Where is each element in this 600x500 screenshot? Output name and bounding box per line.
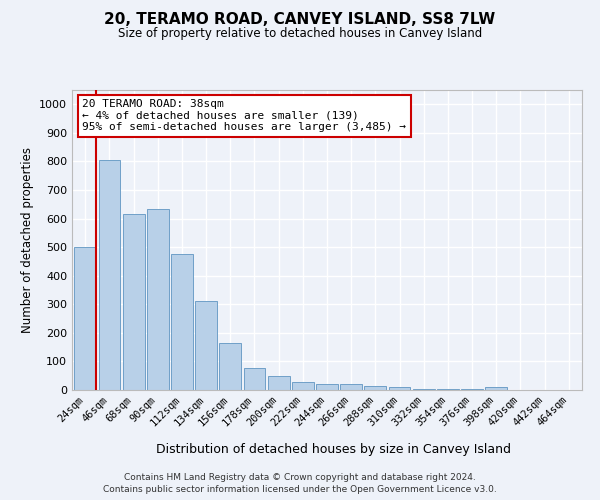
Bar [123, 214, 145, 390]
Bar [268, 376, 290, 390]
Bar [74, 247, 96, 390]
Bar [220, 344, 241, 390]
Text: 20, TERAMO ROAD, CANVEY ISLAND, SS8 7LW: 20, TERAMO ROAD, CANVEY ISLAND, SS8 7LW [104, 12, 496, 28]
Bar [292, 382, 314, 390]
Bar [389, 386, 410, 390]
Bar [147, 208, 169, 390]
Y-axis label: Number of detached properties: Number of detached properties [20, 147, 34, 333]
Text: Contains HM Land Registry data © Crown copyright and database right 2024.: Contains HM Land Registry data © Crown c… [124, 472, 476, 482]
Bar [195, 302, 217, 390]
Text: Distribution of detached houses by size in Canvey Island: Distribution of detached houses by size … [155, 442, 511, 456]
Bar [364, 386, 386, 390]
Bar [485, 387, 507, 390]
Bar [413, 388, 434, 390]
Text: 20 TERAMO ROAD: 38sqm
← 4% of detached houses are smaller (139)
95% of semi-deta: 20 TERAMO ROAD: 38sqm ← 4% of detached h… [82, 99, 406, 132]
Bar [316, 384, 338, 390]
Text: Size of property relative to detached houses in Canvey Island: Size of property relative to detached ho… [118, 28, 482, 40]
Bar [340, 384, 362, 390]
Text: Contains public sector information licensed under the Open Government Licence v3: Contains public sector information licen… [103, 485, 497, 494]
Bar [98, 160, 121, 390]
Bar [171, 254, 193, 390]
Bar [437, 388, 459, 390]
Bar [244, 368, 265, 390]
Bar [461, 388, 483, 390]
